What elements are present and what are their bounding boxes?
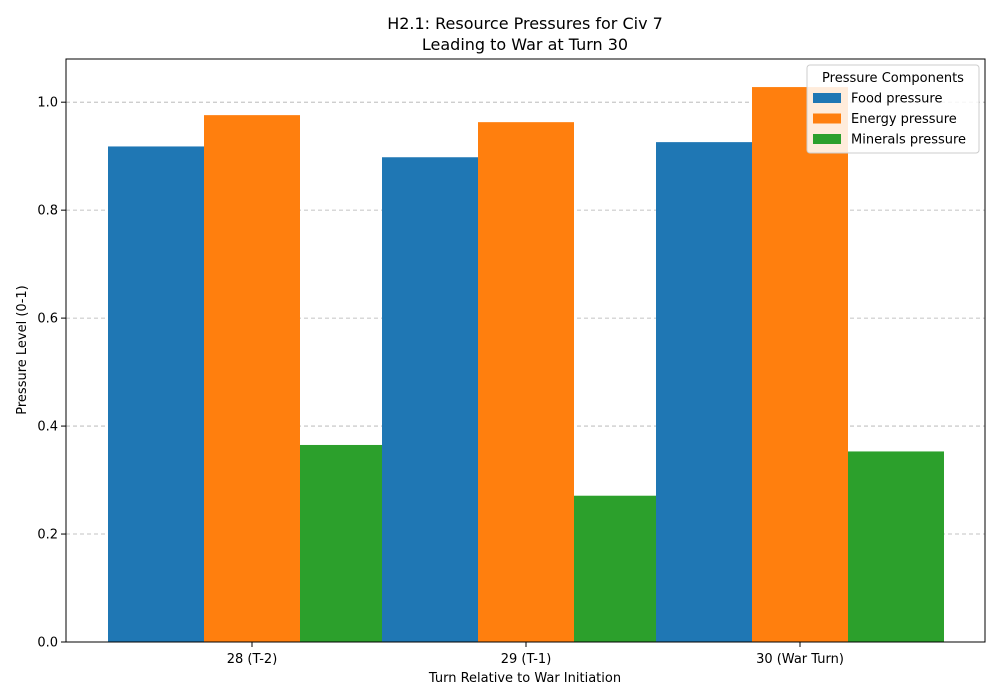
- y-axis-label: Pressure Level (0-1): [15, 285, 30, 414]
- y-tick-label: 0.0: [37, 636, 58, 651]
- chart-title-line-2: Leading to War at Turn 30: [422, 35, 628, 54]
- legend-swatch: [813, 93, 841, 103]
- x-tick-label: 29 (T-1): [501, 652, 552, 667]
- bars: [108, 87, 944, 643]
- legend-entry: Food pressure: [851, 92, 942, 107]
- bar-energy-pressure-1: [478, 122, 574, 643]
- bar-food-pressure-0: [108, 146, 204, 642]
- bar-energy-pressure-0: [204, 115, 300, 642]
- y-tick-label: 0.6: [37, 312, 58, 327]
- y-axis: 0.0 0.2 0.4 0.6 0.8 1.0: [37, 96, 66, 651]
- x-axis-label: Turn Relative to War Initiation: [428, 671, 621, 686]
- bar-energy-pressure-2: [752, 87, 848, 642]
- x-tick-label: 28 (T-2): [227, 652, 278, 667]
- y-tick-label: 0.8: [37, 204, 58, 219]
- legend: Pressure Components Food pressure Energy p…: [806, 64, 980, 154]
- legend-box: [806, 64, 980, 154]
- legend-swatch: [813, 134, 841, 144]
- legend-swatch: [813, 113, 841, 124]
- legend-entry: Minerals pressure: [851, 133, 966, 148]
- x-tick-label: 30 (War Turn): [756, 652, 844, 667]
- y-tick-label: 1.0: [37, 96, 58, 111]
- bar-food-pressure-2: [656, 142, 752, 643]
- bar-minerals-pressure-2: [848, 451, 944, 642]
- bar-minerals-pressure-1: [574, 495, 670, 642]
- x-axis: 28 (T-2) 29 (T-1) 30 (War Turn): [227, 642, 844, 667]
- y-tick-label: 0.2: [37, 528, 58, 543]
- bar-minerals-pressure-0: [300, 444, 396, 642]
- bar-food-pressure-1: [382, 157, 478, 643]
- legend-entry: Energy pressure: [851, 112, 957, 127]
- chart-title-line-1: H2.1: Resource Pressures for Civ 7: [387, 14, 663, 33]
- legend-title: Pressure Components: [822, 71, 964, 86]
- y-tick-label: 0.4: [37, 420, 58, 435]
